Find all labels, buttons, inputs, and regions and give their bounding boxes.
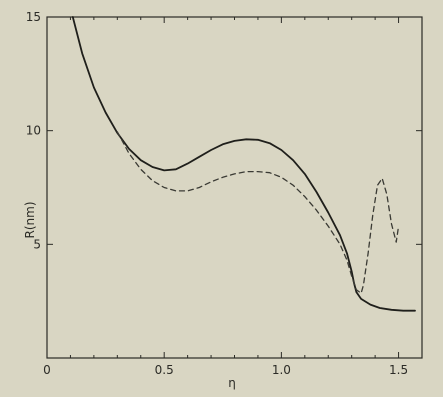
- series-layer: [71, 16, 416, 312]
- dashed-series-line: [116, 131, 400, 294]
- y-axis-label: R(nm): [23, 202, 37, 239]
- plot-frame: [46, 16, 423, 359]
- x-tick-label: 1.5: [389, 363, 408, 377]
- x-tick-label: 0.5: [155, 363, 174, 377]
- y-tick-label: 15: [26, 10, 41, 24]
- y-tick-label: 5: [33, 237, 41, 251]
- x-axis-label: η: [228, 376, 236, 390]
- solid-series-line: [71, 16, 416, 312]
- x-tick-label: 1.0: [272, 363, 291, 377]
- x-tick-label: 0: [43, 363, 51, 377]
- axes: 0 0.5 1.0 1.5 5 10 15: [26, 10, 423, 377]
- y-tick-label: 10: [26, 124, 41, 138]
